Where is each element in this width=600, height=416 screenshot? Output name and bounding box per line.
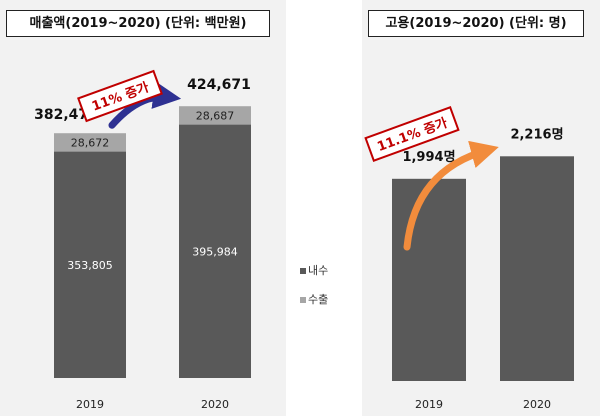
label-employment-2019: 1,994명 [402,149,455,165]
bar-employment-2019 [392,178,466,381]
bar-domestic-2020 [179,124,251,378]
employment-chart-title: 고용(2019~2020) (단위: 명) [368,10,584,37]
total-sales-2020: 424,671 [187,77,251,93]
legend-export-label: 수출 [308,293,329,306]
label-domestic-2020: 395,984 [192,245,238,258]
legend-export: 수출 [300,291,328,307]
label-export-2020: 28,687 [196,109,235,122]
employment-badge-box [364,106,460,162]
x-tick-sales-2020: 2020 [201,398,229,411]
legend-domestic: 내수 [300,262,328,278]
legend-domestic-swatch [300,268,306,274]
label-employment-2020: 2,216명 [510,126,563,142]
bar-employment-2020 [500,156,574,381]
growth-arrow-employment [403,140,499,251]
bar-export-2019 [54,133,126,152]
x-tick-employment-2020: 2020 [523,398,551,411]
x-tick-sales-2019: 2019 [76,398,104,411]
sales-chart-title: 매출액(2019~2020) (단위: 백만원) [6,10,270,37]
bar-domestic-2019 [54,151,126,378]
sales-badge-box [77,69,163,123]
x-tick-employment-2019: 2019 [415,398,443,411]
legend-domestic-label: 내수 [308,264,329,277]
bar-export-2020 [179,106,251,125]
label-export-2019: 28,672 [71,136,110,149]
legend-export-swatch [300,297,306,303]
label-domestic-2019: 353,805 [67,259,113,272]
